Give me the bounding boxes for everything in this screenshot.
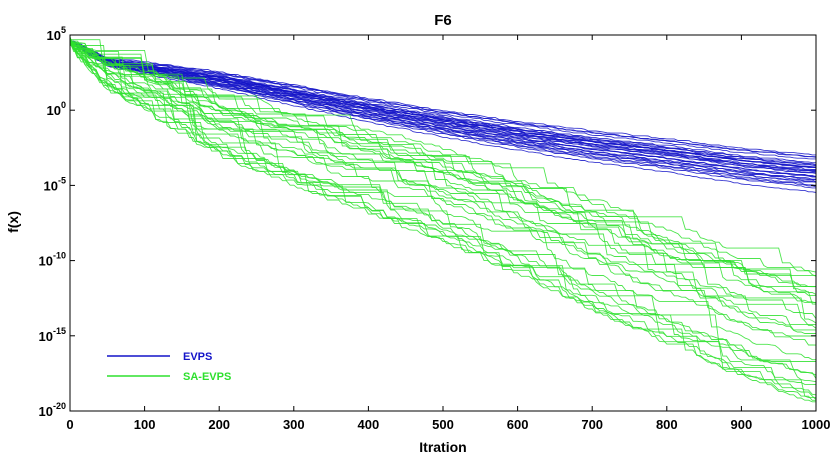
series-line-evps	[70, 40, 816, 156]
y-tick-label: 10-20	[39, 401, 66, 419]
series-line-sa-evps	[70, 39, 817, 319]
series-line-evps	[69, 40, 817, 169]
series-line-sa-evps	[70, 42, 816, 337]
x-tick-label: 900	[731, 417, 753, 432]
y-tick-label: 100	[47, 100, 66, 118]
x-tick-label: 500	[432, 417, 454, 432]
series-line-sa-evps	[69, 41, 816, 287]
series-line-evps	[69, 40, 817, 158]
x-axis-label: Itration	[419, 439, 466, 455]
x-tick-label: 100	[134, 417, 156, 432]
series-line-evps	[69, 40, 816, 164]
series-line-sa-evps	[70, 42, 817, 297]
series-line-evps	[69, 41, 816, 166]
series-line-sa-evps	[69, 41, 816, 331]
y-tick-label: 10-10	[39, 251, 66, 269]
x-tick-label: 800	[656, 417, 678, 432]
series-line-sa-evps	[69, 41, 817, 396]
x-ticks: 0 100 200 300 400 500 600 700 800 900 1000	[66, 35, 830, 432]
series-line-evps	[69, 39, 816, 180]
series-line-evps	[69, 41, 817, 158]
y-tick-label: 10-5	[44, 175, 66, 193]
x-tick-label: 200	[208, 417, 230, 432]
series-line-sa-evps	[69, 36, 816, 399]
series-line-sa-evps	[69, 44, 816, 401]
series-line-sa-evps	[69, 40, 817, 324]
series-line-evps	[69, 40, 817, 186]
x-tick-label: 400	[358, 417, 380, 432]
x-tick-label: 700	[581, 417, 603, 432]
series-line-evps	[69, 39, 816, 173]
series-line-sa-evps	[69, 39, 816, 288]
x-tick-label: 300	[283, 417, 305, 432]
x-tick-label: 0	[66, 417, 73, 432]
series-line-evps	[69, 40, 816, 168]
series-line-sa-evps	[69, 39, 817, 305]
series-line-evps	[69, 41, 816, 183]
legend: EVPS SA-EVPS	[107, 351, 231, 383]
y-axis-label: f(x)	[5, 211, 21, 233]
y-tick-label: 10-15	[39, 326, 66, 344]
series-line-sa-evps	[69, 41, 817, 400]
series-line-sa-evps	[70, 42, 816, 276]
series-line-evps	[69, 40, 817, 169]
series-line-sa-evps	[69, 40, 817, 273]
series-line-sa-evps	[70, 43, 816, 288]
series-line-evps	[69, 41, 817, 188]
series-line-evps	[69, 40, 816, 160]
series-line-sa-evps	[69, 41, 816, 334]
series-line-sa-evps	[70, 41, 817, 277]
series-line-sa-evps	[69, 38, 817, 379]
x-tick-label: 600	[507, 417, 529, 432]
series-line-sa-evps	[69, 43, 817, 376]
series-line-sa-evps	[69, 39, 817, 383]
series-line-evps	[69, 39, 817, 166]
y-tick-label: 105	[47, 25, 66, 43]
series-line-sa-evps	[69, 36, 817, 329]
legend-label-sa-evps: SA-EVPS	[183, 371, 231, 383]
series-line-evps	[69, 41, 817, 193]
series-line-sa-evps	[69, 43, 816, 403]
x-tick-label: 1000	[802, 417, 831, 432]
chart-title: F6	[434, 12, 452, 29]
series-line-sa-evps	[69, 43, 816, 362]
legend-label-evps: EVPS	[183, 351, 212, 363]
plot-lines	[69, 36, 817, 403]
